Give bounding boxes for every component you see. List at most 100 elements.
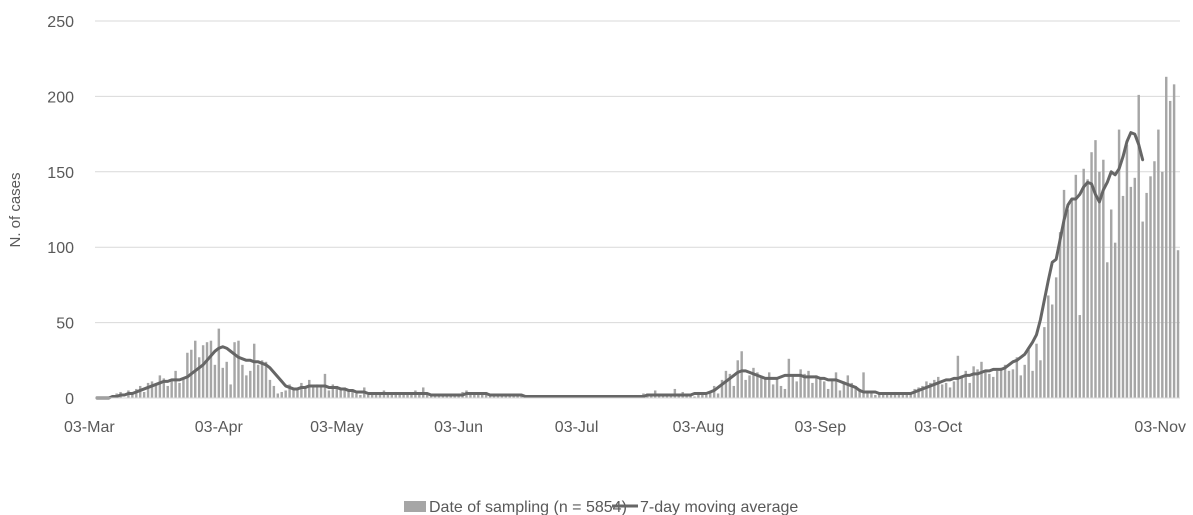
bar: [469, 393, 472, 398]
bar: [791, 375, 794, 398]
bar: [669, 396, 673, 398]
bar: [783, 388, 787, 398]
bar: [418, 393, 421, 398]
bar: [1019, 375, 1023, 398]
bar: [398, 393, 401, 398]
bar: [1086, 179, 1089, 398]
bar: [154, 384, 158, 398]
bar: [705, 394, 708, 398]
legend-swatch-bars: [404, 501, 426, 512]
bar: [1129, 186, 1133, 398]
bar: [508, 394, 511, 398]
bar: [1007, 370, 1011, 398]
bar: [158, 375, 162, 398]
bar: [197, 357, 201, 398]
x-tick-label: 03-Nov: [1134, 419, 1186, 436]
bar: [394, 391, 397, 398]
bar: [488, 394, 492, 398]
bar: [815, 375, 818, 398]
bar: [429, 394, 433, 398]
bar: [390, 394, 394, 398]
bar-series: [95, 76, 1180, 399]
bar: [1168, 100, 1172, 399]
bar: [885, 393, 889, 398]
bar: [319, 387, 323, 398]
bar: [972, 366, 975, 398]
bar: [1039, 360, 1042, 398]
bar: [1161, 171, 1164, 398]
bar: [308, 379, 311, 398]
bar: [858, 388, 861, 398]
bar: [162, 378, 166, 398]
bar: [661, 394, 665, 398]
bar: [952, 381, 956, 398]
legend: Date of sampling (n = 5854) 7-day moving…: [404, 499, 798, 515]
bar: [811, 382, 814, 398]
y-tick-label: 0: [65, 391, 74, 408]
bar: [866, 390, 869, 398]
bar: [736, 360, 739, 398]
bar: [237, 340, 240, 398]
bar: [351, 391, 354, 398]
bar: [252, 343, 256, 398]
x-tick-label: 03-Mar: [64, 419, 115, 436]
bar: [166, 385, 169, 398]
bar: [264, 361, 268, 398]
bar: [1082, 168, 1085, 398]
bar: [378, 393, 382, 398]
bar: [311, 385, 315, 398]
moving-average-line: [95, 131, 1145, 400]
bar: [1015, 357, 1019, 398]
bar: [1094, 140, 1097, 398]
bar: [347, 390, 350, 398]
bar: [1117, 129, 1121, 398]
bar: [343, 387, 346, 398]
bar: [445, 396, 449, 398]
bar: [999, 367, 1003, 398]
bar: [453, 394, 456, 398]
bar: [1125, 144, 1129, 398]
x-tick-label: 03-Aug: [673, 419, 725, 436]
bar: [744, 379, 747, 398]
bar: [1062, 189, 1066, 398]
bar: [339, 388, 342, 398]
bar: [170, 379, 173, 398]
bar: [889, 393, 893, 398]
bar: [771, 384, 775, 398]
y-tick-label: 100: [47, 240, 74, 257]
bar: [1157, 129, 1160, 398]
bar: [1133, 177, 1137, 398]
bar: [878, 393, 881, 398]
x-tick-label: 03-Sep: [795, 419, 847, 436]
bar: [1035, 343, 1038, 398]
bar: [260, 360, 264, 398]
y-tick-label: 150: [47, 165, 74, 182]
bar: [830, 379, 834, 398]
bar: [995, 370, 999, 398]
bar: [406, 394, 409, 398]
bar: [716, 393, 720, 398]
bar: [386, 393, 390, 398]
bar: [740, 351, 743, 398]
bar: [1137, 94, 1140, 398]
bar: [881, 394, 885, 398]
bar: [893, 391, 897, 398]
bar: [724, 370, 728, 398]
bar: [331, 384, 335, 398]
bar: [1070, 198, 1074, 398]
bar: [370, 393, 374, 398]
bar: [980, 361, 983, 398]
bar: [288, 384, 291, 398]
bar: [657, 394, 661, 398]
y-axis-title: N. of cases: [7, 172, 24, 247]
bar: [225, 361, 228, 398]
bar: [752, 367, 755, 398]
bar: [767, 372, 771, 398]
bar: [870, 391, 873, 398]
bar: [850, 382, 853, 398]
bar: [1109, 209, 1113, 398]
bar: [256, 364, 260, 398]
bar: [764, 378, 767, 398]
bar: [300, 382, 303, 398]
